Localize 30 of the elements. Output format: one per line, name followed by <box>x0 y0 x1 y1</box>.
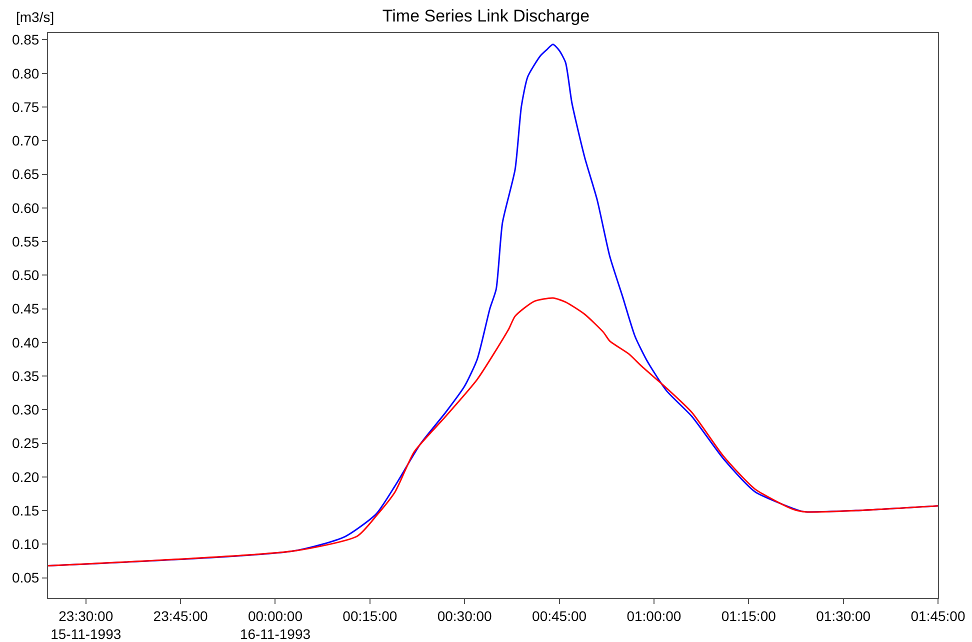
x-tick-label: 00:00:00 16-11-1993 <box>240 608 311 642</box>
y-tick-label: 0.15 <box>12 502 40 518</box>
x-tick-label: 00:15:00 <box>342 608 398 624</box>
x-tick-label: 00:45:00 <box>532 608 587 624</box>
y-tick-label: 0.80 <box>12 65 40 82</box>
y-tick-label: 0.05 <box>12 570 40 586</box>
y-tick-label: 0.40 <box>12 334 40 350</box>
x-tick-label: 01:15:00 <box>721 608 776 624</box>
y-tick-label: 0.10 <box>12 536 40 552</box>
y-tick-label: 0.50 <box>12 267 40 284</box>
y-tick-label: 0.65 <box>12 166 40 182</box>
x-tick-label: 01:00:00 <box>626 608 682 624</box>
y-tick-label: 0.35 <box>12 368 40 384</box>
y-tick-label: 0.75 <box>12 98 40 115</box>
y-axis-title: [m3/s] <box>16 9 54 25</box>
x-tick-label: 23:45:00 <box>153 608 208 624</box>
y-tick-label: 0.20 <box>12 468 40 485</box>
x-tick-label: 00:30:00 <box>437 608 492 624</box>
x-tick-label: 01:45:00 <box>910 608 966 624</box>
y-tick-label: 0.30 <box>12 402 40 418</box>
x-tick-label: 01:30:00 <box>816 608 871 624</box>
x-tick-label: 23:30:00 15-11-1993 <box>50 608 122 642</box>
y-tick-label: 0.25 <box>12 435 40 452</box>
chart-title: Time Series Link Discharge <box>382 6 590 26</box>
y-tick-label: 0.45 <box>12 300 40 317</box>
y-tick-label: 0.55 <box>12 233 40 250</box>
y-tick-label: 0.70 <box>12 132 40 149</box>
y-tick-label: 0.60 <box>12 200 40 216</box>
y-tick-label: 0.85 <box>12 32 40 48</box>
line-series <box>48 297 938 566</box>
